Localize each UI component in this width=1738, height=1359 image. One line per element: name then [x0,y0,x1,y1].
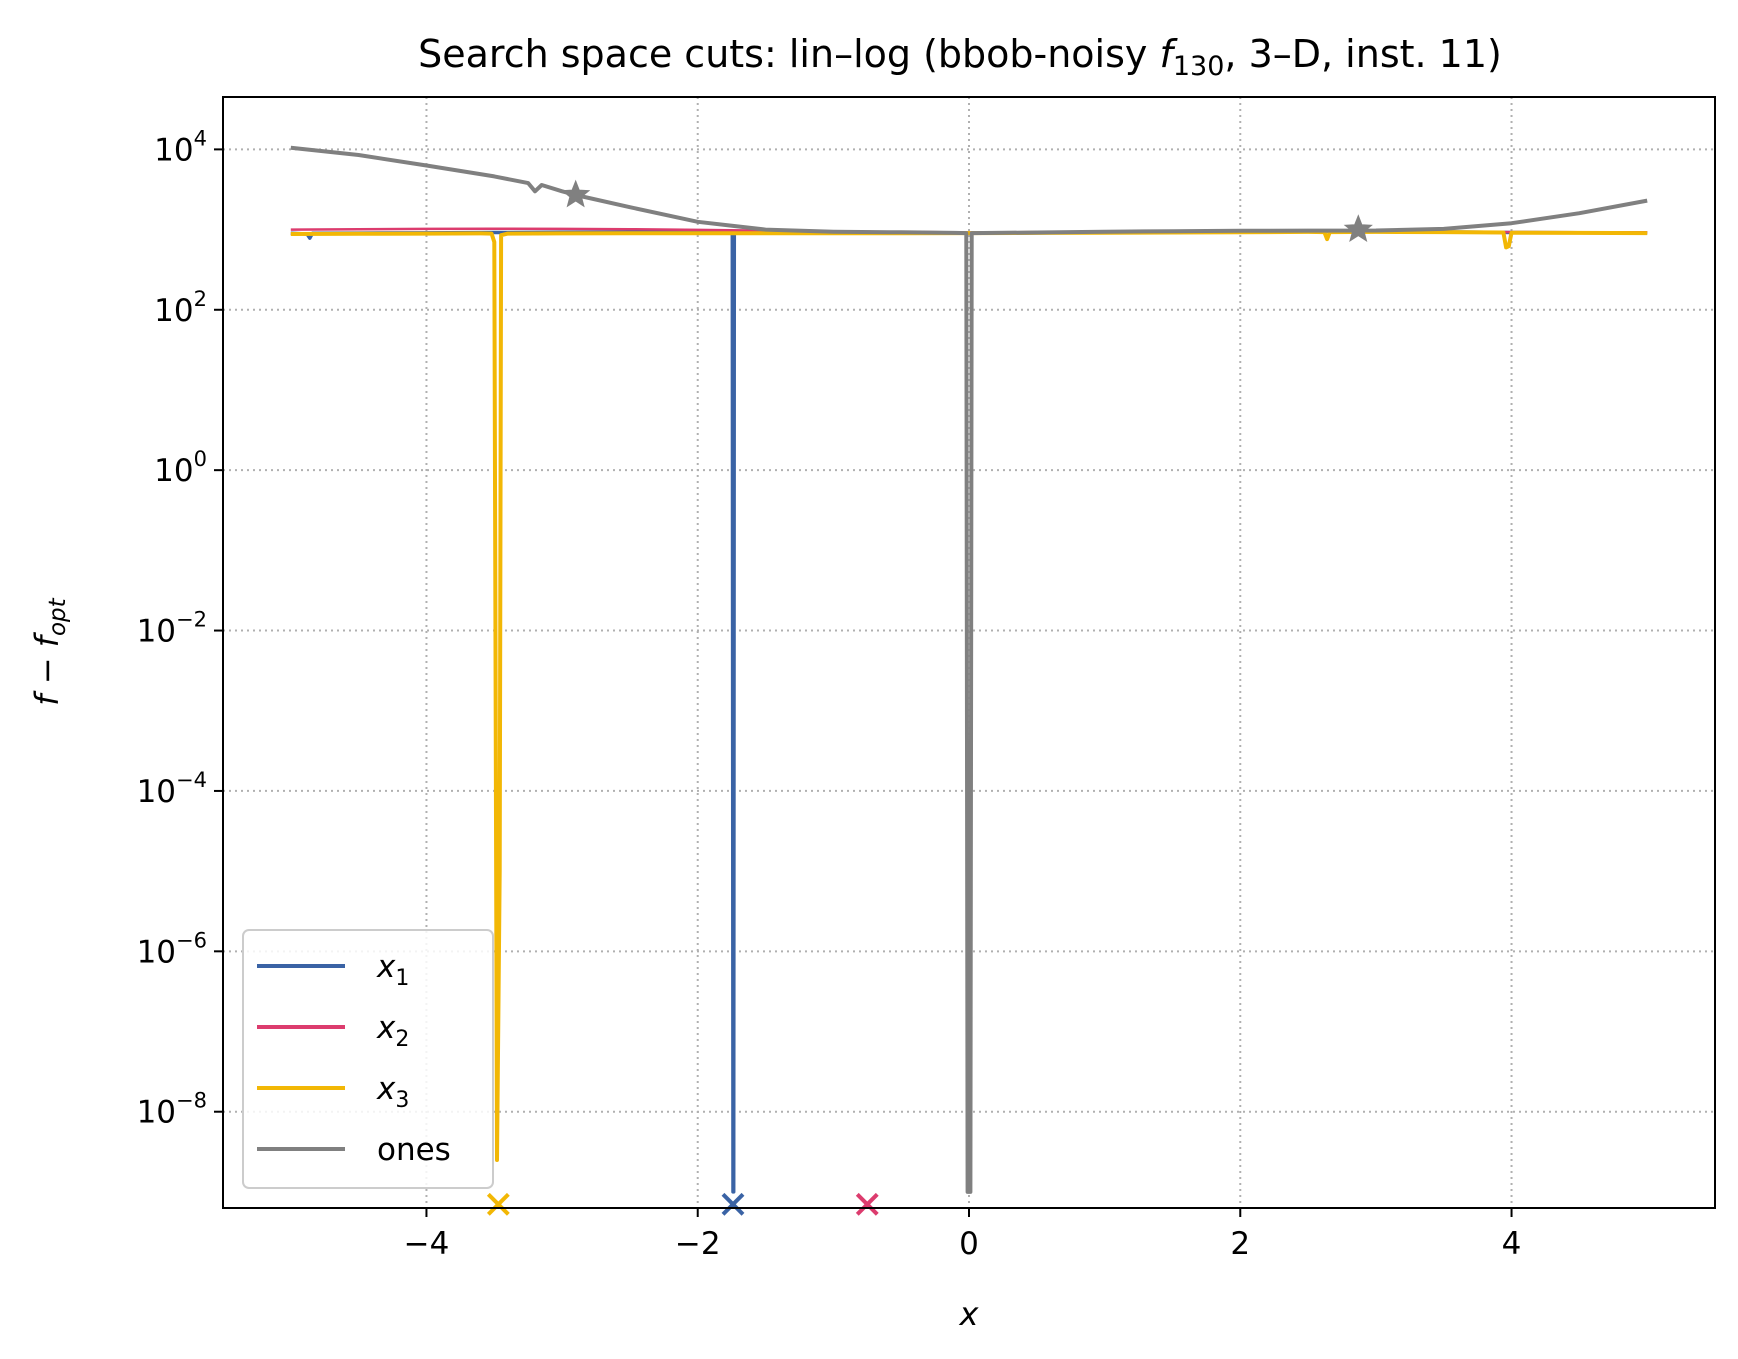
x-tick-label: −4 [404,1226,450,1262]
markers [486,179,1373,1216]
y-axis-label: f − fopt [28,597,71,705]
star-marker [560,179,591,208]
chart-title-prefix: Search space cuts: lin–log (bbob-noisy [418,32,1159,76]
y-tick-label: 104 [154,126,207,168]
chart-title-function-subscript: 130 [1173,51,1225,82]
x-tick-label: 2 [1230,1226,1250,1262]
legend: x1 x2 x3 ones [242,929,494,1189]
y-tick-label: 10−4 [137,768,207,810]
legend-label: x1 [376,949,409,991]
x-tick-label: −2 [675,1226,721,1262]
legend-box [242,929,494,1189]
x-marker [721,1192,745,1216]
series-lines [290,145,1648,1194]
y-tick-label: 10−6 [137,928,207,970]
x-tick-label: 4 [1502,1226,1522,1262]
chart-title-suffix: , 3–D, inst. 11) [1224,32,1501,76]
legend-label: ones [377,1132,451,1168]
y-tick-label: 102 [154,287,207,329]
y-axis-label-main: f − f [28,631,66,705]
y-tick-label: 10−8 [137,1089,207,1131]
y-axis-label-subscript: opt [45,597,71,636]
star-marker [1343,214,1373,243]
x-marker [486,1192,510,1216]
series-line-ones [290,145,1648,1194]
chart-title: Search space cuts: lin–log (bbob-noisy f… [418,32,1502,82]
legend-label: x3 [376,1071,409,1113]
x-marker [855,1192,879,1216]
x-axis-ticks: −4 −2 0 2 4 [404,1208,1522,1262]
legend-label: x2 [376,1010,409,1052]
y-axis-ticks: 104 102 100 10−2 10−4 10−6 10−8 [137,126,223,1131]
series-line-x3 [290,229,1648,1162]
x-tick-label: 0 [959,1226,979,1262]
x-axis-label: x [959,1295,980,1333]
y-tick-label: 100 [154,447,207,489]
y-tick-label: 10−2 [137,608,207,650]
